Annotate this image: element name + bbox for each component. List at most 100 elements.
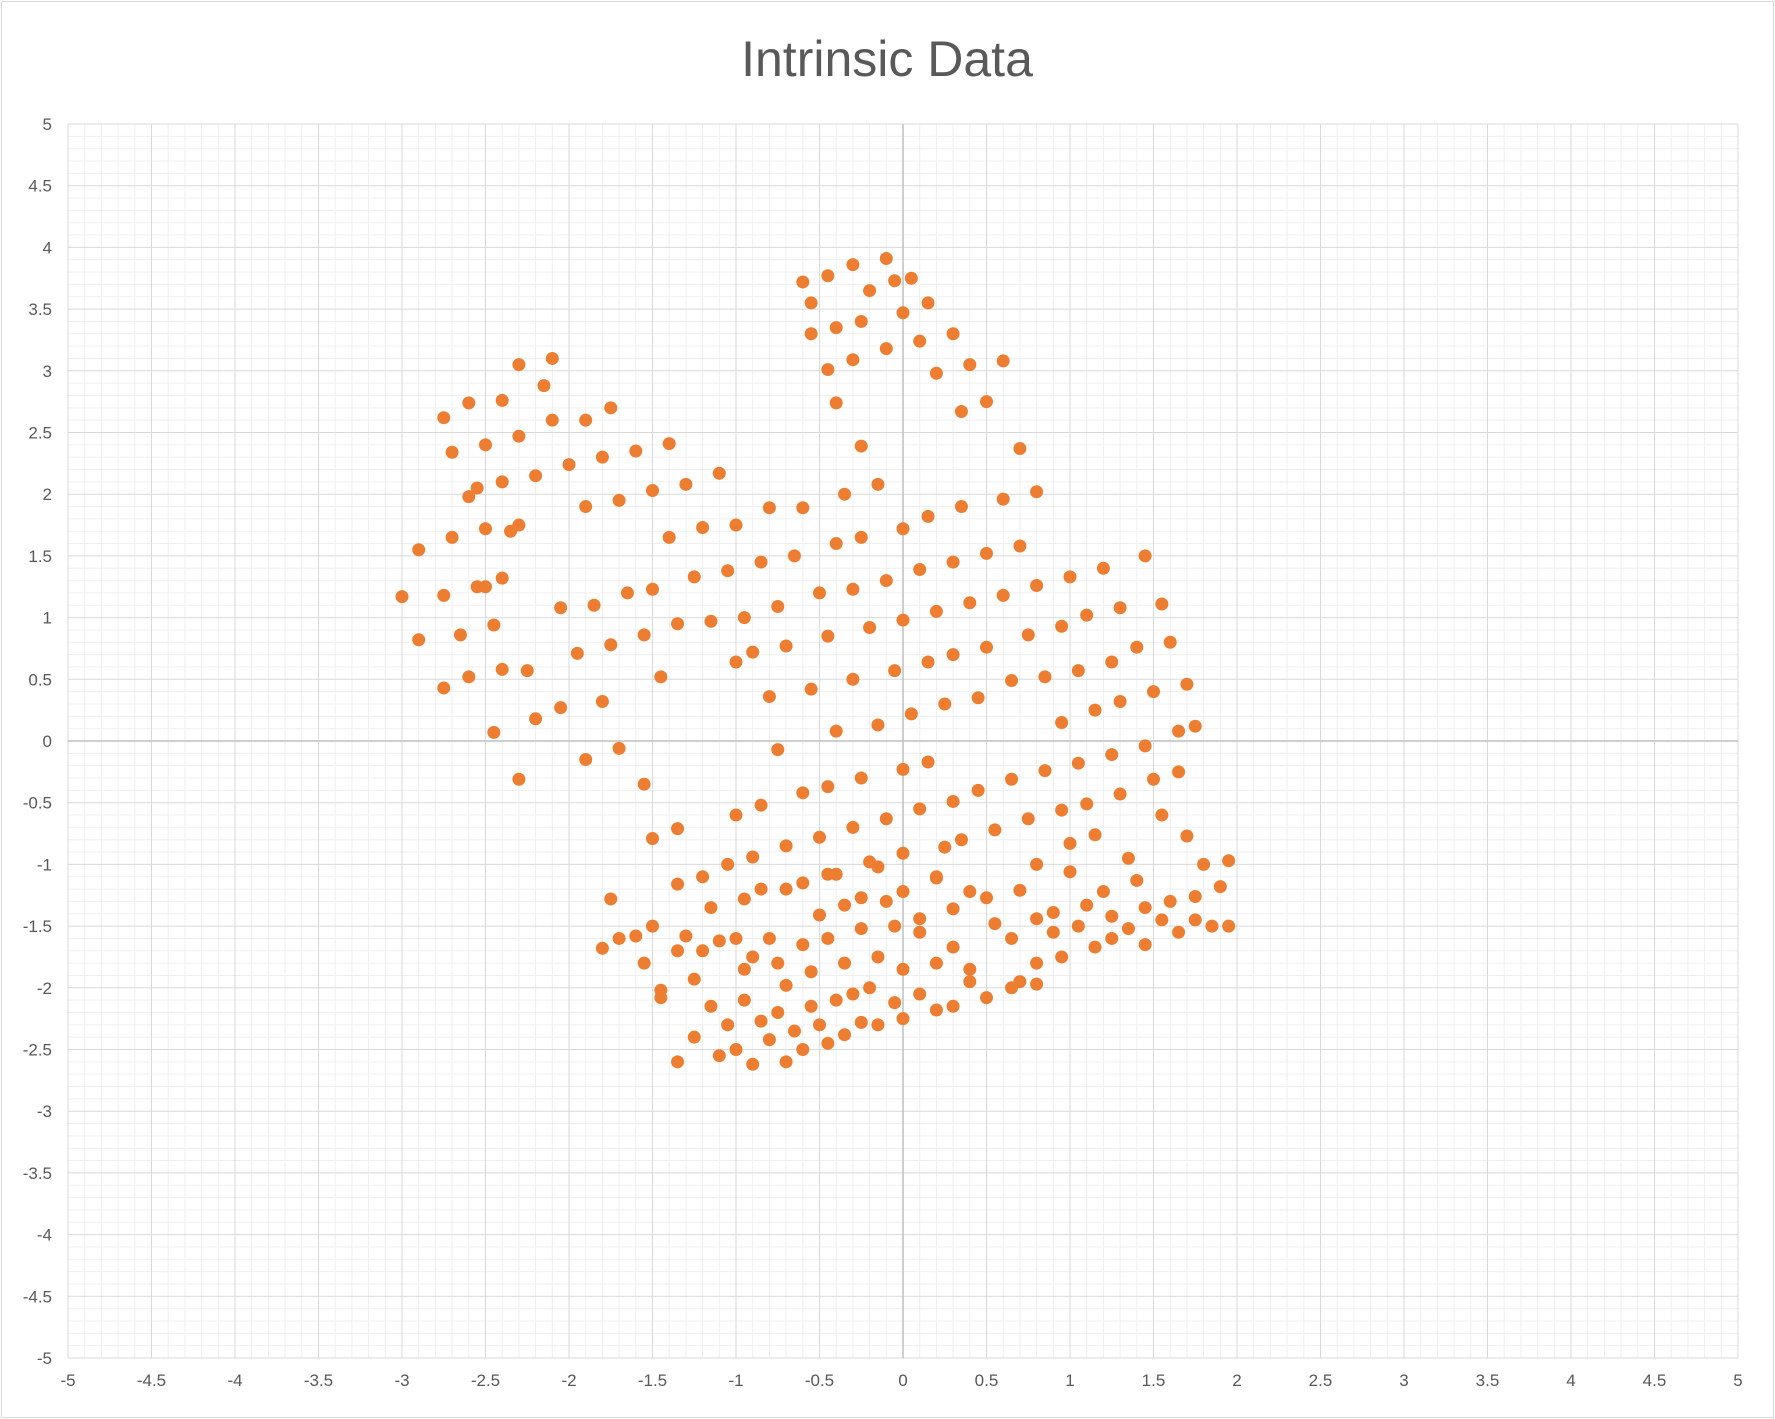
data-point bbox=[938, 840, 952, 854]
data-point bbox=[729, 931, 743, 945]
data-point bbox=[671, 617, 685, 631]
data-point bbox=[1197, 857, 1211, 871]
x-tick-label: -2 bbox=[561, 1371, 576, 1390]
data-point bbox=[838, 956, 852, 970]
x-tick-label: -4 bbox=[227, 1371, 242, 1390]
y-tick-label: -1.5 bbox=[23, 917, 52, 936]
data-point bbox=[671, 822, 685, 836]
x-tick-label: -3.5 bbox=[304, 1371, 333, 1390]
data-point bbox=[821, 363, 835, 377]
data-point bbox=[729, 518, 743, 532]
data-point bbox=[1030, 912, 1044, 926]
data-point bbox=[1172, 925, 1186, 939]
data-point bbox=[821, 867, 835, 881]
data-point bbox=[896, 613, 910, 627]
data-point bbox=[512, 772, 526, 786]
data-point bbox=[1030, 857, 1044, 871]
y-tick-label: 3 bbox=[43, 362, 52, 381]
data-point bbox=[1021, 812, 1035, 826]
data-point bbox=[762, 931, 776, 945]
data-point bbox=[896, 1012, 910, 1026]
data-point bbox=[554, 701, 568, 715]
data-point bbox=[1005, 931, 1019, 945]
y-tick-label: -3 bbox=[37, 1102, 52, 1121]
x-tick-label: 2 bbox=[1232, 1371, 1241, 1390]
data-point bbox=[1147, 772, 1160, 786]
data-point bbox=[687, 972, 701, 986]
y-axis-tick-labels: 5 4.5 4 3.5 3 2.5 2 1.5 1 0.5 0 -0.5 -1 -1.5 -2 -2.5 -3 -… bbox=[23, 115, 52, 1368]
zero-axes bbox=[68, 124, 1738, 1358]
data-point bbox=[487, 725, 501, 739]
data-point bbox=[1213, 880, 1227, 894]
x-tick-label: 3 bbox=[1399, 1371, 1408, 1390]
data-point bbox=[737, 892, 751, 906]
y-tick-label: -3.5 bbox=[23, 1164, 52, 1183]
data-point bbox=[445, 445, 459, 459]
data-point bbox=[1113, 695, 1127, 709]
data-point bbox=[896, 306, 910, 320]
data-point bbox=[671, 944, 685, 958]
data-point bbox=[696, 521, 710, 535]
data-point bbox=[1105, 748, 1119, 762]
x-tick-label: 2.5 bbox=[1309, 1371, 1333, 1390]
data-point bbox=[938, 697, 952, 711]
data-point bbox=[854, 439, 868, 453]
y-tick-label: 1 bbox=[43, 609, 52, 628]
data-point bbox=[854, 1015, 868, 1029]
data-point bbox=[754, 1014, 768, 1028]
x-tick-label: -5 bbox=[60, 1371, 75, 1390]
data-point bbox=[1013, 442, 1027, 456]
x-tick-label: -3 bbox=[394, 1371, 409, 1390]
data-point bbox=[679, 929, 693, 943]
data-point bbox=[813, 1018, 826, 1032]
data-point bbox=[462, 490, 476, 504]
data-point bbox=[1038, 670, 1052, 684]
data-point bbox=[863, 620, 877, 634]
data-point bbox=[779, 882, 793, 896]
data-point bbox=[704, 901, 718, 915]
data-point bbox=[796, 786, 810, 800]
data-point bbox=[838, 1028, 852, 1042]
x-tick-label: 5 bbox=[1733, 1371, 1742, 1390]
data-point bbox=[696, 944, 710, 958]
y-tick-label: 3.5 bbox=[28, 300, 52, 319]
data-point bbox=[479, 438, 492, 452]
data-point bbox=[804, 296, 818, 310]
x-tick-label: 0.5 bbox=[975, 1371, 999, 1390]
y-tick-label: -2.5 bbox=[23, 1041, 52, 1060]
y-tick-label: 2.5 bbox=[28, 424, 52, 443]
data-point bbox=[779, 839, 793, 853]
data-point bbox=[470, 481, 484, 495]
x-tick-label: 1.5 bbox=[1142, 1371, 1166, 1390]
data-point bbox=[612, 493, 626, 507]
data-point bbox=[871, 1018, 885, 1032]
data-point bbox=[846, 672, 860, 686]
data-point bbox=[1038, 764, 1052, 778]
data-point bbox=[1080, 797, 1094, 811]
data-point bbox=[888, 919, 902, 933]
data-point bbox=[1063, 836, 1077, 850]
chart-title: Intrinsic Data bbox=[741, 31, 1033, 87]
data-point bbox=[1063, 570, 1077, 584]
data-point bbox=[996, 492, 1010, 506]
y-tick-label: 5 bbox=[43, 115, 52, 134]
data-point bbox=[846, 258, 860, 272]
data-point bbox=[1172, 765, 1186, 779]
data-point bbox=[821, 780, 835, 794]
data-point bbox=[570, 646, 584, 660]
data-point bbox=[946, 648, 960, 662]
data-point bbox=[1138, 901, 1152, 915]
data-point bbox=[620, 586, 634, 600]
data-point bbox=[779, 639, 793, 653]
data-point bbox=[1105, 931, 1119, 945]
x-axis-tick-labels: -5 -4.5 -4 -3.5 -3 -2.5 -2 -1.5 -1 -0.5 0 0.5 1 1.5 2 2… bbox=[60, 1371, 1742, 1390]
data-point bbox=[637, 956, 651, 970]
data-point bbox=[545, 351, 559, 365]
x-tick-label: -1 bbox=[728, 1371, 743, 1390]
y-tick-label: -1 bbox=[37, 855, 52, 874]
data-point bbox=[896, 962, 910, 976]
data-point bbox=[671, 877, 685, 891]
data-point bbox=[921, 296, 935, 310]
data-point bbox=[1138, 739, 1152, 753]
